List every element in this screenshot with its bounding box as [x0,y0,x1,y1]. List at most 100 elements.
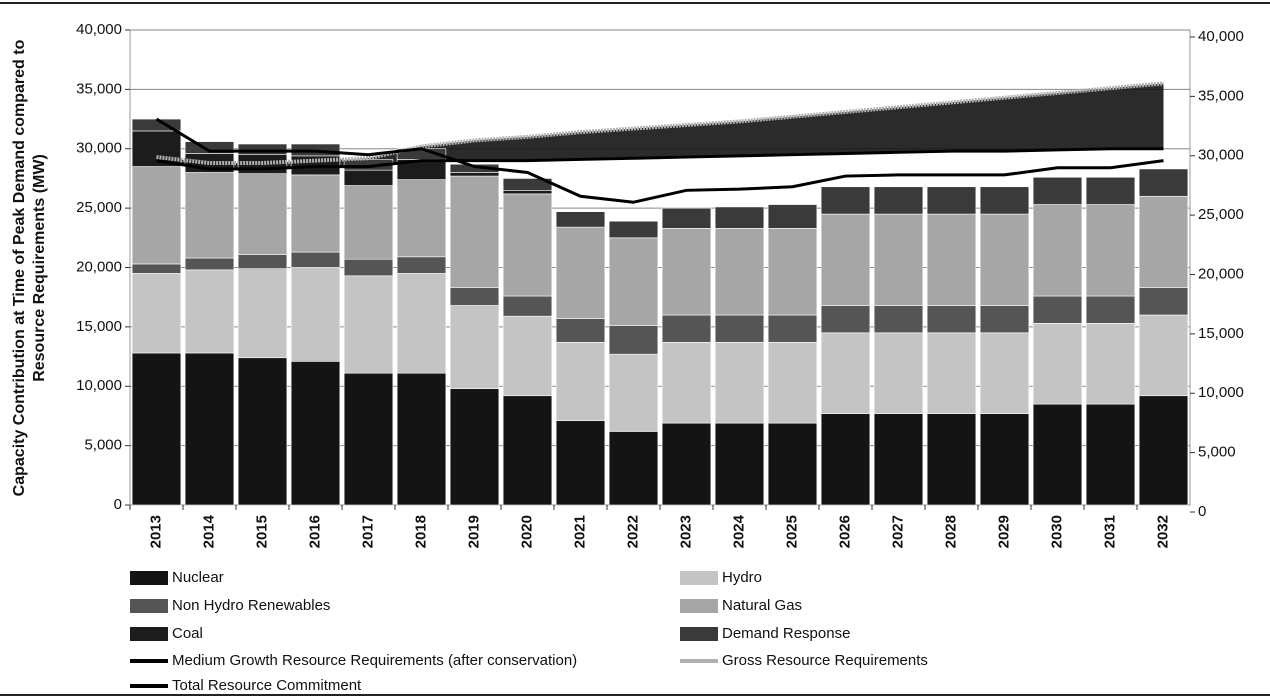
x-tick-label: 2019 [465,515,482,548]
x-tick-label: 2031 [1101,515,1118,548]
y2-tick-label: 35,000 [1198,87,1244,104]
bar-segment [979,213,1030,306]
bar-segment [1138,287,1189,316]
y-tick-label: 0 [114,496,122,513]
legend: Nuclear Hydro Non Hydro Renewables Natural … [130,569,928,694]
x-tick-label: 2028 [942,515,959,548]
legend-swatch [680,599,718,613]
line-series [155,117,1164,204]
bar-segment [1138,195,1189,288]
bar-segment [767,422,818,506]
bar-segment [290,361,341,506]
bar-segment [767,342,818,424]
legend-label: Natural Gas [722,597,802,614]
x-tick-label: 2015 [253,515,270,548]
bar-segment [661,228,712,316]
bar-segment [184,257,235,271]
line-series [156,147,1164,171]
y2-tick-label: 0 [1198,503,1206,520]
bar-segment [820,413,871,506]
bar-segment [502,315,553,397]
bar-segment [1032,403,1083,506]
bar-segment [502,295,553,317]
y-tick-label: 40,000 [76,21,122,38]
bar-segment [449,305,500,389]
y-tick-label: 25,000 [76,199,122,216]
bar-segment [449,175,500,288]
bar-segment [714,314,765,343]
y-tick-label: 5,000 [84,437,122,454]
legend-swatch [130,627,168,641]
y-tick-label: 30,000 [76,140,122,157]
bar-segment [926,213,977,306]
x-tick-label: 2014 [200,514,217,548]
bar-segment [449,172,500,177]
bar-segment [767,228,818,316]
legend-swatch [130,571,168,585]
bar-segment [767,204,818,229]
y-axis-title-line: Resource Requirements (MW) [31,154,48,382]
bar-segment [131,263,182,274]
bar-segment [608,220,659,239]
x-tick-label: 2032 [1154,515,1171,548]
bar-segment [449,388,500,506]
bar-segment [873,186,924,215]
bar-segment [555,226,606,319]
x-tick-label: 2024 [730,514,747,548]
bar-segment [1085,323,1136,405]
bar-segment [237,268,288,359]
y2-tick-label: 20,000 [1198,265,1244,282]
bar-segment [1032,204,1083,297]
x-tick-label: 2026 [836,515,853,548]
bar-segment [1138,168,1189,197]
legend-label: Hydro [722,569,762,586]
x-tick-label: 2023 [677,515,694,548]
bar-segment [184,269,235,354]
bar-segment [714,342,765,424]
bar-segment [873,413,924,506]
bar-segment [767,314,818,343]
bar-segment [661,422,712,506]
bar-segment [290,267,341,362]
x-tick-label: 2030 [1048,515,1065,548]
bar-segment [396,179,447,258]
bar-segment [608,325,659,355]
legend-label: Non Hydro Renewables [172,597,330,614]
bar-segment [131,352,182,506]
bar-segment [290,251,341,268]
bar-segment [237,357,288,506]
bar-segment [1032,176,1083,205]
bar-segment [1138,395,1189,506]
bar-segment [555,211,606,228]
x-tick-label: 2018 [412,515,429,548]
x-tick-label: 2017 [359,515,376,548]
bar-segment [184,172,235,259]
bar-segment [184,141,235,154]
bar-segment [343,372,394,506]
bar-segment [1032,295,1083,324]
bar-segment [290,174,341,253]
legend-label: Medium Growth Resource Requirements (aft… [172,652,577,669]
bar-segment [1085,403,1136,506]
bar-segment [873,213,924,306]
bar-segment [979,413,1030,506]
line-series [156,81,1164,165]
bar-segment [608,353,659,432]
legend-swatch [680,627,718,641]
x-tick-label: 2021 [571,515,588,548]
bar-segment [926,413,977,506]
x-tick-label: 2025 [783,515,800,548]
bar-segment [131,166,182,265]
bar-segment [608,431,659,506]
bar-segment [502,190,553,195]
bar-segment [979,186,1030,215]
bar-segment [449,287,500,306]
bar-segment [820,213,871,306]
bar-segment [396,273,447,374]
bar-segment [820,186,871,215]
bar-segment [926,305,977,334]
legend-label: Nuclear [172,569,224,586]
legend-swatch [130,599,168,613]
bar-segment [1085,176,1136,205]
